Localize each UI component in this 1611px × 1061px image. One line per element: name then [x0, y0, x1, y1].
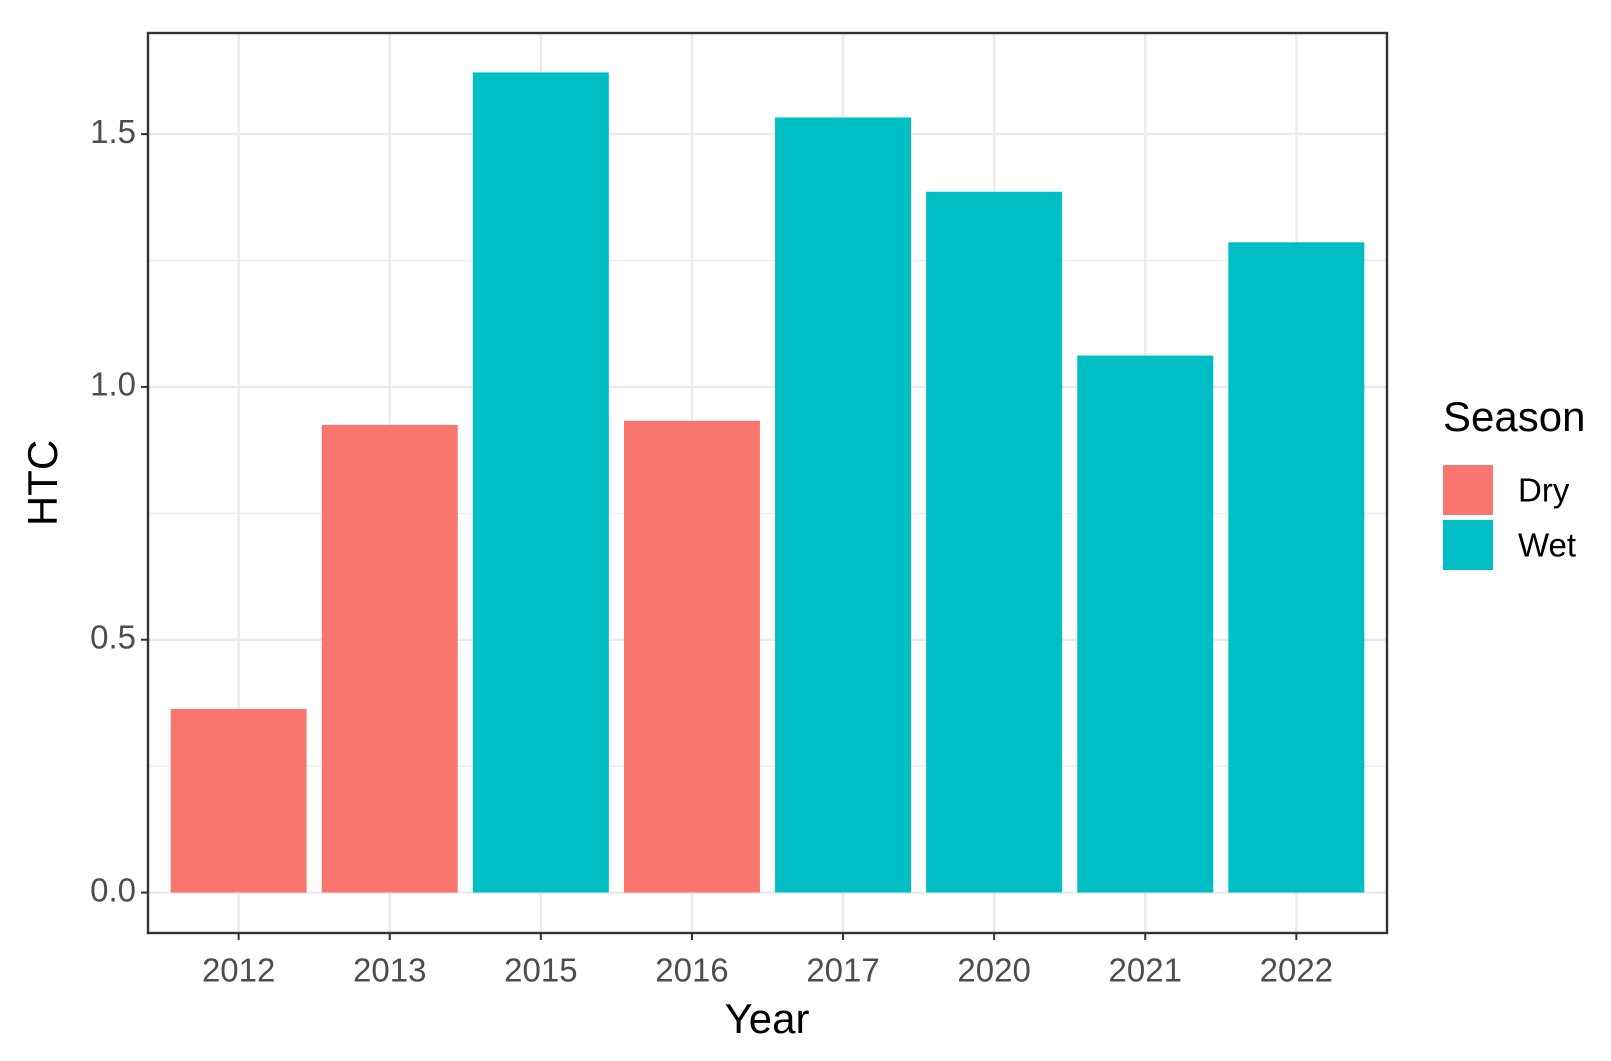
- bar: [321, 424, 458, 893]
- legend-label: Dry: [1518, 472, 1570, 509]
- x-tick-label: 2016: [655, 952, 728, 989]
- x-tick-label: 2021: [1109, 952, 1182, 989]
- y-tick-label: 1.5: [90, 113, 136, 150]
- bar: [1228, 242, 1365, 893]
- bar: [926, 191, 1063, 893]
- legend-title: Season: [1443, 393, 1585, 440]
- bar: [775, 117, 912, 893]
- x-tick-label: 2017: [806, 952, 879, 989]
- bar: [170, 709, 307, 893]
- y-tick-label: 0.0: [90, 871, 136, 908]
- y-axis-title: HTC: [19, 440, 66, 526]
- bar: [1077, 355, 1214, 893]
- x-tick-label: 2020: [957, 952, 1030, 989]
- x-tick-label: 2012: [202, 952, 275, 989]
- bar: [472, 72, 609, 893]
- x-axis-title: Year: [725, 995, 810, 1042]
- x-tick-label: 2015: [504, 952, 577, 989]
- legend-key: [1443, 520, 1493, 570]
- plot-border: [146, 31, 1389, 935]
- x-tick-label: 2022: [1260, 952, 1333, 989]
- y-tick-label: 1.0: [90, 366, 136, 403]
- x-tick-label: 2013: [353, 952, 426, 989]
- legend-label: Wet: [1518, 527, 1576, 564]
- bar: [623, 420, 760, 893]
- legend-key: [1443, 465, 1493, 515]
- y-tick-label: 0.5: [90, 618, 136, 655]
